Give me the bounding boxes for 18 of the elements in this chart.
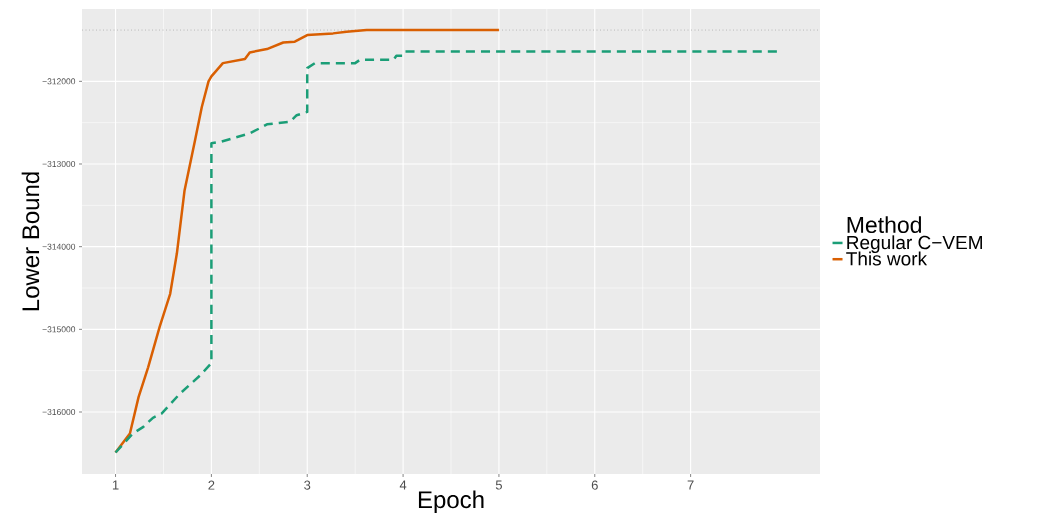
x-tick-label: 3 [304, 480, 311, 490]
x-tick-label: 2 [208, 480, 215, 490]
y-tick-label: −314000 [42, 243, 76, 250]
y-tick-label: −316000 [42, 409, 76, 415]
x-tick-label: 6 [591, 480, 598, 490]
y-axis-title: Lower Bound [21, 172, 40, 311]
x-axis-title: Epoch [418, 490, 484, 513]
y-tick-label: −313000 [42, 161, 76, 167]
y-tick-label: −312000 [42, 78, 76, 85]
x-tick-label: 7 [687, 480, 694, 490]
legend-title: Method [847, 216, 921, 234]
y-tick-label: −315000 [42, 326, 76, 333]
x-tick-label: 4 [399, 480, 407, 490]
x-tick-label: 5 [495, 480, 502, 490]
line-series [114, 28, 501, 454]
legend-label: This work [846, 251, 928, 266]
x-tick-label: 1 [112, 480, 119, 490]
line-series [114, 50, 779, 454]
